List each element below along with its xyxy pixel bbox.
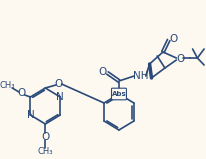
- Text: CH₃: CH₃: [0, 82, 15, 90]
- Text: O: O: [176, 54, 184, 64]
- Text: O: O: [55, 79, 63, 89]
- Text: O: O: [169, 34, 178, 44]
- Text: O: O: [41, 132, 49, 142]
- Text: CH₃: CH₃: [37, 148, 53, 156]
- Text: NH: NH: [133, 71, 149, 81]
- FancyBboxPatch shape: [111, 88, 126, 100]
- Text: Abs: Abs: [112, 91, 126, 97]
- Text: N: N: [27, 110, 35, 120]
- Text: O: O: [18, 88, 26, 98]
- Text: O: O: [99, 67, 107, 77]
- Text: N: N: [56, 92, 64, 102]
